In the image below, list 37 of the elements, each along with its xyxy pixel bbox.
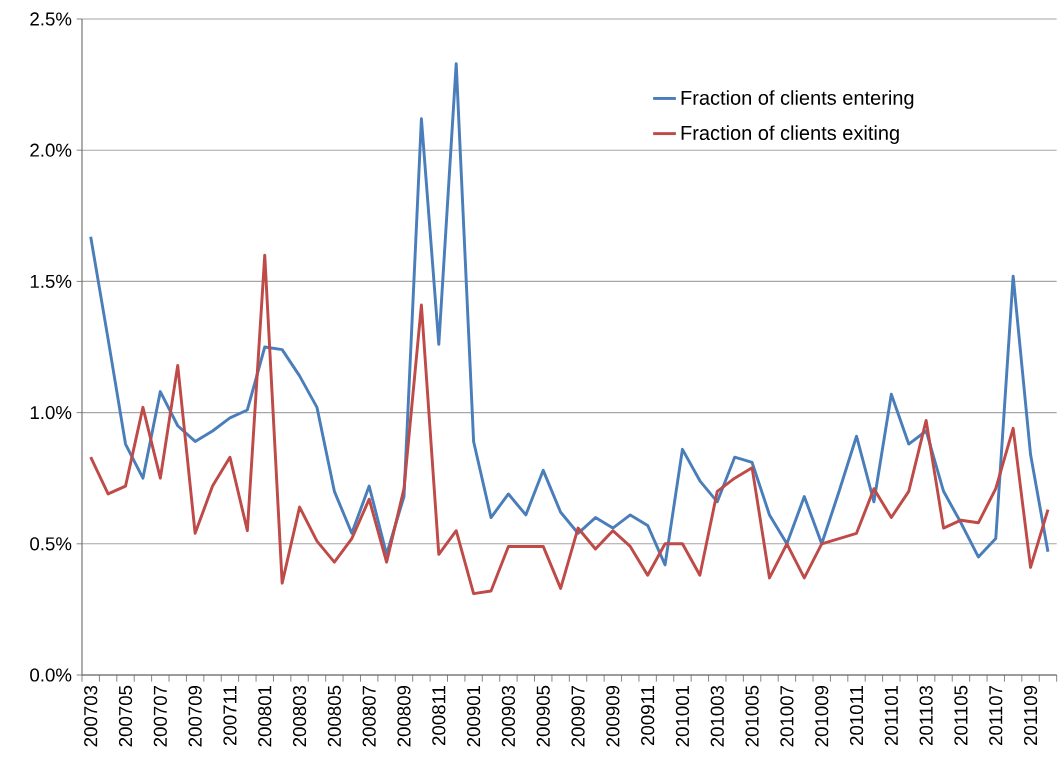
x-tick-label: 200809 (397, 685, 411, 747)
x-tick-label: 200911 (641, 685, 655, 746)
y-tick-label: 0.5% (30, 537, 72, 551)
x-tick-label: 200903 (501, 685, 516, 747)
line-series (89, 62, 1050, 567)
x-tick-label: 200711 (223, 685, 237, 746)
x-tick-label: 200805 (327, 685, 341, 747)
x-tick-label: 201003 (710, 685, 724, 747)
y-tick-label: 2.0% (30, 143, 72, 157)
x-tick-label: 201107 (989, 685, 1003, 746)
y-tick-label: 2.5% (30, 12, 72, 26)
legend-label: Fraction of clients exiting (681, 125, 899, 144)
x-tick-label: 200707 (153, 685, 167, 747)
y-tick-label: 0.0% (30, 668, 72, 682)
x-tick-label: 200909 (606, 685, 620, 747)
x-tick-label: 201109 (1023, 685, 1038, 746)
x-tick-label: 200705 (118, 685, 133, 747)
x-tick-label: 201005 (745, 685, 759, 747)
x-tick-label: 200811 (432, 685, 446, 746)
x-tick-label: 200807 (362, 685, 376, 747)
x-tick-label: 201103 (919, 685, 933, 746)
x-tick-label: 200901 (466, 685, 481, 747)
x-tick-label: 200803 (292, 685, 307, 747)
x-tick-label: 201007 (780, 685, 794, 747)
y-tick-label: 1.0% (30, 405, 72, 420)
legend-label: Fraction of clients entering (681, 90, 914, 109)
x-tick-label: 201105 (954, 685, 968, 746)
x-tick-label: 201009 (815, 685, 829, 747)
x-tick-label: 200703 (84, 685, 98, 747)
x-tick-label: 201011 (849, 685, 864, 746)
x-tick-label: 201101 (884, 685, 898, 746)
x-tick-label: 200905 (536, 685, 550, 747)
y-tick-label: 1.5% (30, 274, 72, 288)
x-tick-label: 201001 (675, 685, 690, 747)
x-tick-label: 200801 (258, 685, 272, 747)
x-tick-label: 200709 (188, 685, 202, 747)
x-tick-label: 200907 (571, 685, 585, 747)
